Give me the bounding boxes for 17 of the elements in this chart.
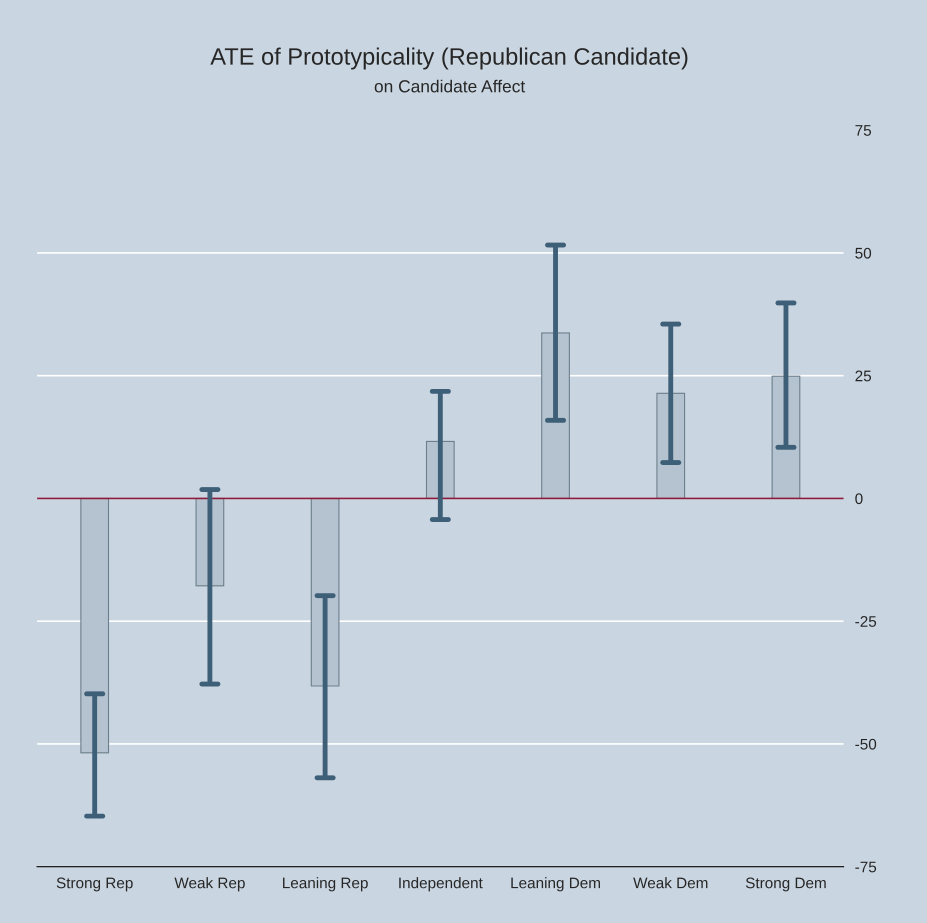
x-tick-label: Strong Dem [746,878,826,892]
x-tick-label: Independent [399,877,483,892]
y-tick-label: 50 [855,248,872,259]
bar [80,498,110,754]
y-tick-label: -50 [855,738,876,750]
x-tick-label: Strong Rep [56,878,133,892]
x-tick-label: Weak Rep [174,877,245,892]
x-tick-label: Weak Dem [633,877,708,888]
y-tick-label: 25 [855,370,872,382]
y-tick-label: -25 [855,616,876,627]
x-tick-label: Leaning Dem [511,877,600,892]
y-tick-label: 0 [855,493,863,504]
chart-title: ATE of Prototypicality (Republican Candidate) [210,48,688,70]
y-tick-label: -75 [855,862,876,872]
y-tick-label: 75 [855,125,872,136]
x-tick-label: Leaning Rep [283,877,368,892]
chart-subtitle: on Candidate Affect [374,80,526,92]
